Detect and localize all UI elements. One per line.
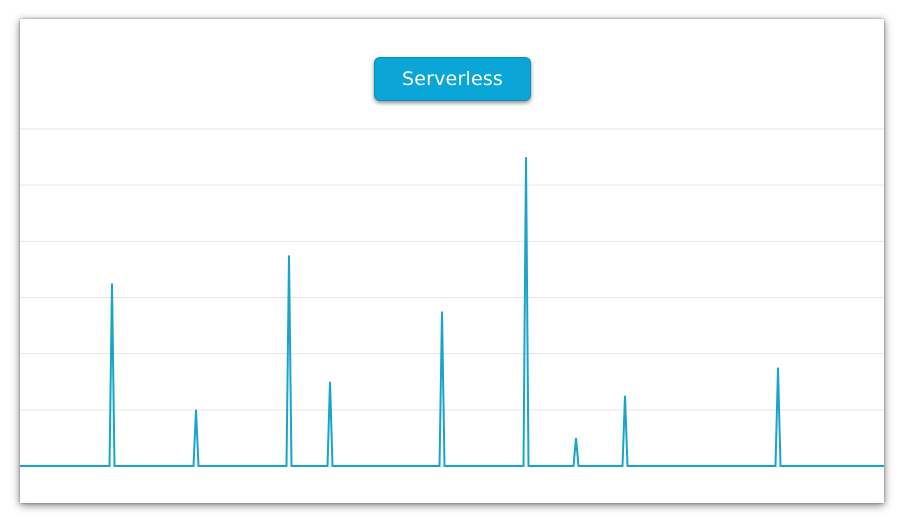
spike-peak <box>574 436 578 440</box>
spike-peak <box>524 155 528 159</box>
spike-peak <box>623 394 627 398</box>
serverless-title-button[interactable]: Serverless <box>374 57 531 101</box>
spike-peak <box>194 408 198 412</box>
spike-peak <box>287 253 291 257</box>
spike-peak <box>440 310 444 314</box>
spike-peak <box>776 366 780 370</box>
spike-peak <box>110 281 114 285</box>
series-line <box>20 157 884 467</box>
chart-card: Serverless <box>20 19 884 503</box>
spike-peak <box>328 380 332 384</box>
serverless-spike-chart <box>20 128 884 467</box>
